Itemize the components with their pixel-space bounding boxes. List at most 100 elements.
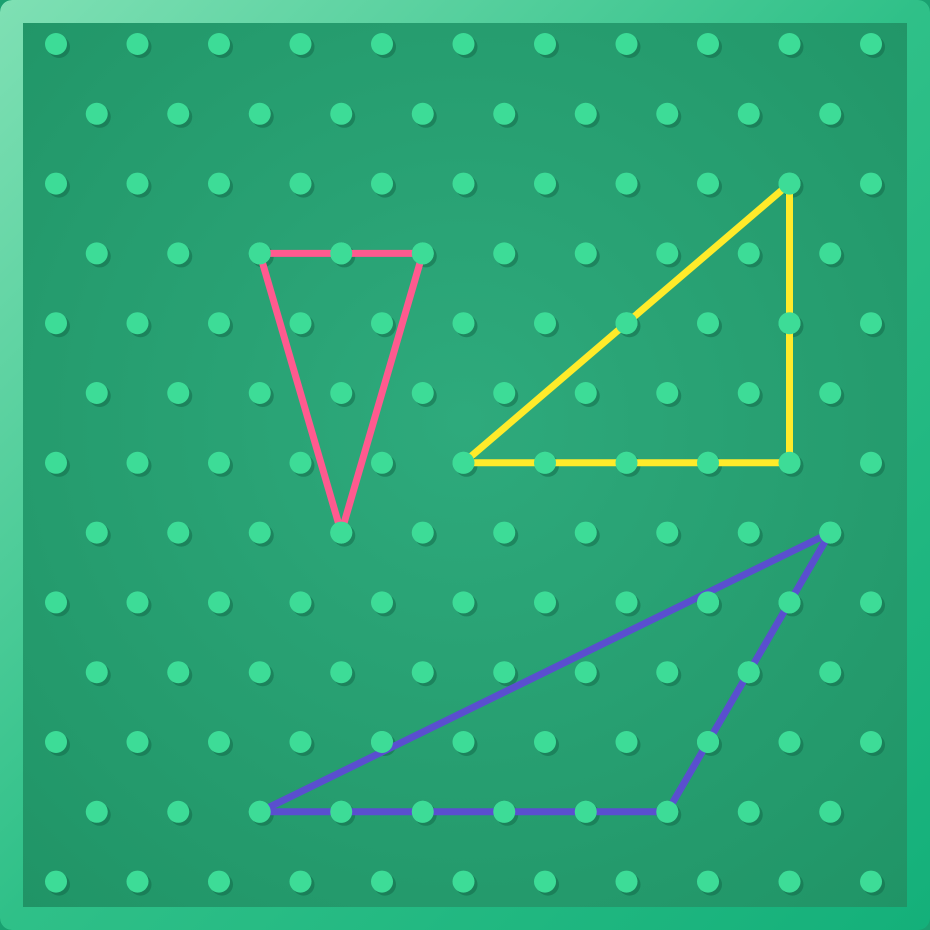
peg[interactable] bbox=[289, 591, 312, 614]
banded-peg[interactable] bbox=[697, 591, 719, 614]
peg[interactable] bbox=[656, 661, 679, 684]
peg[interactable] bbox=[860, 312, 882, 335]
banded-peg[interactable] bbox=[248, 242, 271, 265]
peg[interactable] bbox=[85, 102, 108, 125]
peg[interactable] bbox=[574, 661, 597, 684]
peg[interactable] bbox=[85, 382, 108, 404]
peg[interactable] bbox=[289, 33, 312, 55]
banded-peg[interactable] bbox=[778, 312, 801, 335]
peg[interactable] bbox=[167, 382, 190, 404]
peg[interactable] bbox=[615, 591, 638, 614]
peg[interactable] bbox=[208, 312, 230, 335]
banded-peg[interactable] bbox=[778, 172, 801, 195]
peg[interactable] bbox=[819, 102, 842, 125]
banded-peg[interactable] bbox=[411, 800, 434, 823]
peg[interactable] bbox=[697, 870, 719, 893]
peg[interactable] bbox=[85, 521, 108, 544]
peg[interactable] bbox=[534, 870, 556, 893]
banded-peg[interactable] bbox=[493, 800, 516, 823]
peg[interactable] bbox=[615, 870, 638, 893]
banded-peg[interactable] bbox=[697, 451, 719, 474]
peg[interactable] bbox=[860, 591, 882, 614]
peg[interactable] bbox=[656, 382, 679, 404]
peg[interactable] bbox=[452, 312, 475, 335]
peg[interactable] bbox=[656, 102, 679, 125]
banded-peg[interactable] bbox=[371, 731, 393, 753]
peg[interactable] bbox=[330, 102, 353, 125]
banded-peg[interactable] bbox=[330, 521, 353, 544]
peg[interactable] bbox=[330, 382, 353, 404]
peg[interactable] bbox=[126, 33, 149, 55]
peg[interactable] bbox=[452, 591, 475, 614]
peg[interactable] bbox=[371, 312, 393, 335]
peg[interactable] bbox=[737, 800, 760, 823]
peg[interactable] bbox=[248, 521, 271, 544]
peg[interactable] bbox=[248, 382, 271, 404]
peg[interactable] bbox=[819, 661, 842, 684]
peg[interactable] bbox=[819, 800, 842, 823]
peg[interactable] bbox=[371, 591, 393, 614]
peg[interactable] bbox=[45, 591, 67, 614]
peg[interactable] bbox=[534, 591, 556, 614]
peg[interactable] bbox=[248, 661, 271, 684]
banded-peg[interactable] bbox=[452, 451, 475, 474]
peg[interactable] bbox=[615, 172, 638, 195]
banded-peg[interactable] bbox=[574, 800, 597, 823]
peg[interactable] bbox=[289, 731, 312, 753]
peg[interactable] bbox=[289, 312, 312, 335]
peg[interactable] bbox=[574, 521, 597, 544]
peg[interactable] bbox=[126, 451, 149, 474]
banded-peg[interactable] bbox=[778, 591, 801, 614]
peg[interactable] bbox=[860, 172, 882, 195]
peg[interactable] bbox=[208, 591, 230, 614]
peg[interactable] bbox=[819, 242, 842, 265]
banded-peg[interactable] bbox=[778, 451, 801, 474]
peg[interactable] bbox=[45, 172, 67, 195]
peg[interactable] bbox=[860, 870, 882, 893]
banded-peg[interactable] bbox=[737, 661, 760, 684]
peg[interactable] bbox=[493, 521, 516, 544]
peg[interactable] bbox=[167, 800, 190, 823]
banded-peg[interactable] bbox=[656, 800, 679, 823]
peg[interactable] bbox=[452, 731, 475, 753]
peg[interactable] bbox=[371, 451, 393, 474]
peg[interactable] bbox=[167, 242, 190, 265]
peg[interactable] bbox=[493, 102, 516, 125]
peg[interactable] bbox=[45, 33, 67, 55]
peg[interactable] bbox=[126, 591, 149, 614]
banded-peg[interactable] bbox=[330, 242, 353, 265]
peg[interactable] bbox=[493, 382, 516, 404]
peg[interactable] bbox=[208, 731, 230, 753]
peg[interactable] bbox=[167, 102, 190, 125]
peg[interactable] bbox=[534, 172, 556, 195]
banded-peg[interactable] bbox=[615, 451, 638, 474]
peg[interactable] bbox=[697, 33, 719, 55]
peg[interactable] bbox=[574, 382, 597, 404]
peg[interactable] bbox=[778, 870, 801, 893]
peg[interactable] bbox=[411, 521, 434, 544]
peg[interactable] bbox=[411, 102, 434, 125]
peg[interactable] bbox=[860, 731, 882, 753]
peg[interactable] bbox=[534, 312, 556, 335]
peg[interactable] bbox=[656, 242, 679, 265]
peg[interactable] bbox=[615, 33, 638, 55]
peg[interactable] bbox=[411, 382, 434, 404]
peg[interactable] bbox=[534, 33, 556, 55]
peg[interactable] bbox=[85, 800, 108, 823]
peg[interactable] bbox=[289, 172, 312, 195]
peg[interactable] bbox=[860, 33, 882, 55]
peg[interactable] bbox=[208, 870, 230, 893]
peg[interactable] bbox=[452, 172, 475, 195]
peg[interactable] bbox=[452, 870, 475, 893]
peg[interactable] bbox=[860, 451, 882, 474]
peg[interactable] bbox=[167, 521, 190, 544]
peg[interactable] bbox=[289, 870, 312, 893]
peg[interactable] bbox=[45, 870, 67, 893]
peg[interactable] bbox=[493, 661, 516, 684]
peg[interactable] bbox=[45, 312, 67, 335]
peg[interactable] bbox=[452, 33, 475, 55]
peg[interactable] bbox=[85, 661, 108, 684]
peg[interactable] bbox=[126, 312, 149, 335]
peg[interactable] bbox=[371, 172, 393, 195]
peg[interactable] bbox=[778, 731, 801, 753]
